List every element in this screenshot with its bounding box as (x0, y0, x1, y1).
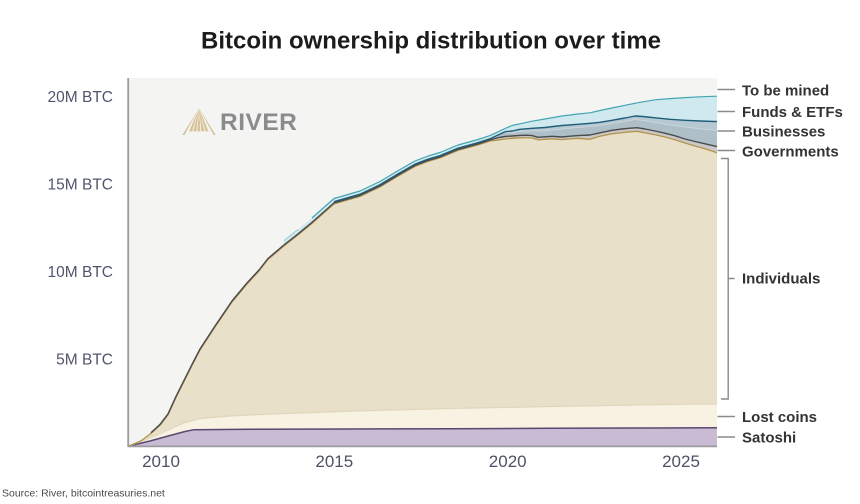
svg-text:Lost coins: Lost coins (742, 409, 817, 426)
svg-text:Funds & ETFs: Funds & ETFs (742, 104, 843, 121)
svg-text:10M BTC: 10M BTC (48, 264, 113, 281)
svg-text:Individuals: Individuals (742, 271, 820, 288)
svg-text:2010: 2010 (142, 452, 180, 471)
svg-text:Satoshi: Satoshi (742, 429, 796, 446)
svg-text:Source: River, bitcointreasuri: Source: River, bitcointreasuries.net (2, 488, 165, 500)
svg-text:5M BTC: 5M BTC (56, 351, 113, 368)
svg-text:Bitcoin ownership distribution: Bitcoin ownership distribution over time (201, 28, 661, 55)
svg-text:20M BTC: 20M BTC (48, 89, 113, 106)
svg-text:2025: 2025 (662, 452, 700, 471)
svg-text:Businesses: Businesses (742, 123, 825, 140)
svg-text:2015: 2015 (315, 452, 353, 471)
svg-text:Governments: Governments (742, 143, 839, 160)
svg-text:RIVER: RIVER (220, 109, 297, 136)
svg-text:To be mined: To be mined (742, 83, 829, 100)
svg-text:15M BTC: 15M BTC (48, 176, 113, 193)
svg-text:2020: 2020 (489, 452, 527, 471)
